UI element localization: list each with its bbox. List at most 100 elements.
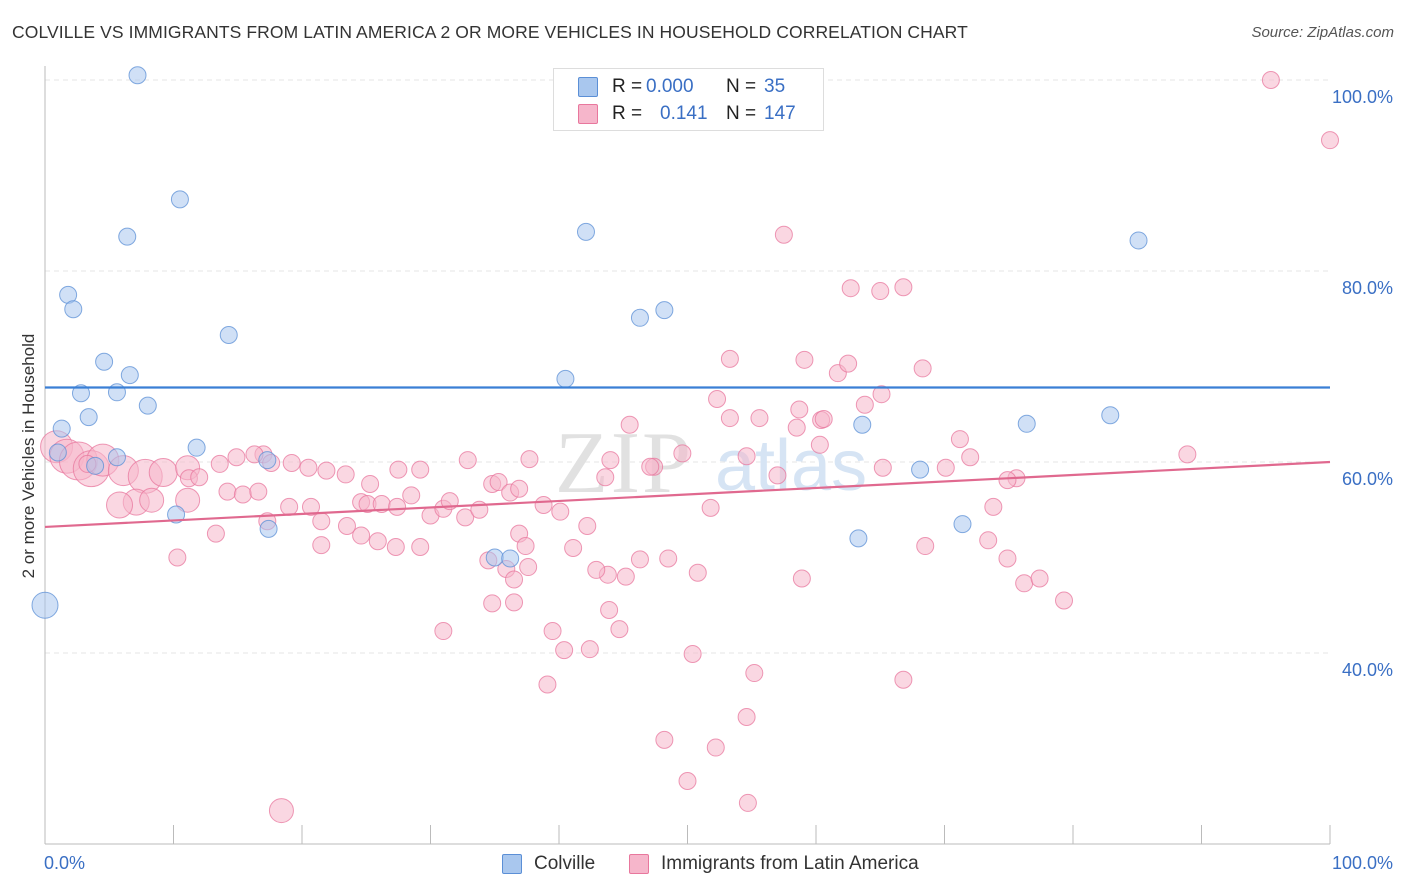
immigrants-point — [389, 460, 408, 479]
immigrants-point — [148, 458, 178, 488]
immigrants-point — [587, 560, 606, 579]
x-tick-label-min: 0.0% — [44, 853, 85, 873]
immigrants-point — [979, 531, 998, 550]
y-tick-label: 100.0% — [1332, 87, 1393, 107]
immigrants-point — [388, 497, 407, 516]
series-immigrants-points — [40, 71, 1339, 824]
y-tick-label: 80.0% — [1342, 278, 1393, 298]
colville-point — [107, 448, 126, 467]
colville-point — [107, 383, 126, 402]
colville-point — [655, 301, 674, 320]
immigrants-point — [678, 771, 697, 790]
immigrants-point — [961, 448, 980, 467]
immigrants-point — [737, 447, 756, 466]
legend-r-value: 0.000 — [646, 76, 694, 97]
immigrants-point — [578, 516, 597, 535]
immigrants-point — [337, 516, 356, 535]
immigrants-point — [352, 526, 371, 545]
trend-lines — [44, 386, 1331, 529]
immigrants-point — [768, 466, 787, 485]
immigrants-point — [312, 536, 331, 555]
legend-row-immigrants: R = 0.141 N = 147 — [578, 102, 796, 126]
x-tick-label-max: 100.0% — [1332, 853, 1393, 873]
bottom-legend-swatch-colville — [502, 854, 522, 874]
immigrants-point — [998, 471, 1017, 490]
immigrants-point — [916, 537, 935, 556]
legend-r-label: R = — [612, 103, 643, 124]
immigrants-point — [282, 453, 301, 472]
chart-title: COLVILLE VS IMMIGRANTS FROM LATIN AMERIC… — [12, 22, 968, 42]
immigrants-point — [596, 468, 615, 487]
colville-point — [853, 415, 872, 434]
immigrants-point — [361, 474, 380, 493]
immigrants-point — [190, 468, 209, 487]
colville-point — [576, 222, 595, 241]
immigrants-point — [139, 487, 165, 513]
colville-point — [1129, 231, 1148, 250]
colville-point — [219, 325, 238, 344]
immigrants-point — [720, 409, 739, 428]
legend-row-colville: R = 0.000 N = 35 — [578, 75, 785, 99]
immigrants-point — [233, 485, 252, 504]
immigrants-point — [871, 282, 890, 301]
colville-point — [95, 352, 114, 371]
immigrants-point — [792, 569, 811, 588]
immigrants-point — [601, 451, 620, 470]
colville-point — [52, 419, 71, 438]
immigrants-point — [795, 350, 814, 369]
immigrants-point — [317, 461, 336, 480]
immigrants-point — [620, 415, 639, 434]
colville-point — [128, 66, 147, 85]
immigrants-point — [708, 389, 727, 408]
colville-point — [170, 190, 189, 209]
immigrants-point — [564, 538, 583, 557]
immigrants-point — [505, 593, 524, 612]
immigrants-point — [483, 594, 502, 613]
immigrants-point — [814, 410, 833, 429]
immigrants-point — [280, 497, 299, 516]
colville-point — [71, 384, 90, 403]
immigrants-point — [913, 359, 932, 378]
immigrants-point — [855, 395, 874, 414]
legend-swatch-immigrants — [578, 104, 598, 124]
immigrants-point — [998, 549, 1017, 568]
y-tick-label: 40.0% — [1342, 660, 1393, 680]
colville-point — [64, 300, 83, 319]
immigrants-point — [673, 444, 692, 463]
immigrants-point — [538, 675, 557, 694]
watermark-atlas: atlas — [715, 426, 867, 506]
immigrants-point — [411, 537, 430, 556]
immigrants-point — [720, 349, 739, 368]
immigrants-point — [519, 558, 538, 577]
immigrants-point — [894, 670, 913, 689]
immigrants-point — [839, 354, 858, 373]
source-credit: Source: ZipAtlas.com — [1251, 24, 1394, 41]
immigrants-point — [458, 451, 477, 470]
colville-point — [120, 366, 139, 385]
colville-point — [556, 369, 575, 388]
immigrants-point — [706, 738, 725, 757]
immigrants-point — [1030, 569, 1049, 588]
axes — [44, 66, 1331, 845]
immigrants-point — [787, 418, 806, 437]
immigrants-point — [610, 620, 629, 639]
legend-n-value: 35 — [764, 76, 786, 97]
legend-r-value: 0.141 — [660, 103, 708, 124]
immigrants-point — [1178, 445, 1197, 464]
immigrants-point — [984, 497, 1003, 516]
immigrants-point — [555, 641, 574, 660]
colville-point — [501, 549, 520, 568]
immigrants-point — [434, 622, 453, 641]
immigrants-point — [268, 798, 294, 824]
immigrants-point — [386, 537, 405, 556]
series-colville-points — [31, 66, 1148, 619]
y-axis-label: 2 or more Vehicles in Household — [19, 333, 38, 579]
immigrants-point — [210, 454, 229, 473]
bottom-legend-label-immigrants: Immigrants from Latin America — [661, 853, 919, 874]
legend-n-label: N = — [726, 76, 757, 97]
colville-point — [118, 227, 137, 246]
colville-point — [167, 505, 186, 524]
immigrants-point — [516, 537, 535, 556]
immigrants-point — [659, 549, 678, 568]
